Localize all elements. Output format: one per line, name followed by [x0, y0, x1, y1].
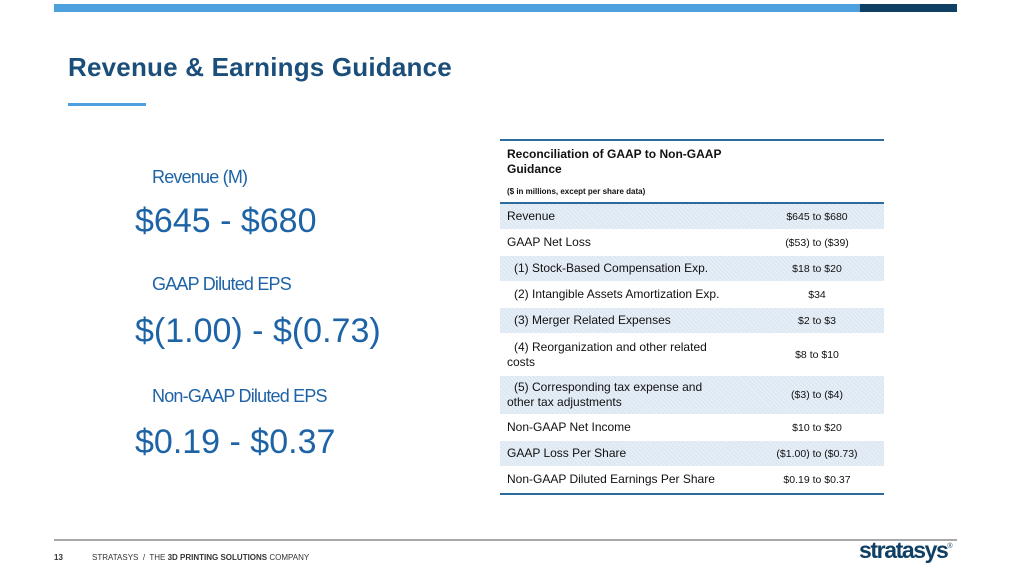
top-accent-bar-dark	[860, 4, 957, 12]
table-top-rule	[500, 139, 884, 141]
row-label: (5) Corresponding tax expense and other …	[500, 380, 750, 410]
table-header: Reconciliation of GAAP to Non-GAAP Guida…	[500, 141, 884, 202]
footer-rule	[54, 539, 957, 541]
row-label: GAAP Loss Per Share	[507, 446, 627, 460]
row-label-line2: costs	[507, 354, 536, 369]
table-subtitle: ($ in millions, except per share data)	[507, 187, 646, 196]
stratasys-logo: stratasys®	[859, 537, 953, 564]
footer-bold: 3D PRINTING SOLUTIONS	[167, 553, 268, 562]
row-label-line2: other tax adjustments	[507, 395, 622, 409]
row-label: GAAP Net Loss	[507, 235, 591, 249]
table-row-revenue: Revenue $645 to $680	[500, 204, 884, 230]
table-row-merger-expenses: (3) Merger Related Expenses $2 to $3	[500, 308, 884, 334]
non-gaap-eps-value: $0.19 - $0.37	[135, 423, 336, 461]
footer-company-text: STRATASYS / THE 3D PRINTING SOLUTIONS CO…	[92, 553, 309, 562]
non-gaap-eps-label: Non-GAAP Diluted EPS	[152, 386, 328, 406]
table-row-tax-adjustments: (5) Corresponding tax expense and other …	[500, 376, 884, 415]
row-value: ($1.00) to ($0.73)	[776, 447, 858, 460]
table-row-non-gaap-eps: Non-GAAP Diluted Earnings Per Share $0.1…	[500, 467, 884, 493]
row-value: ($3) to ($4)	[791, 389, 843, 401]
table-bottom-rule	[500, 493, 884, 495]
row-value: ($53) to ($39)	[785, 236, 849, 249]
table-row-stock-comp: (1) Stock-Based Compensation Exp. $18 to…	[500, 256, 884, 282]
row-value: $10 to $20	[792, 421, 842, 434]
row-value: $645 to $680	[786, 210, 848, 223]
row-label: (2) Intangible Assets Amortization Exp.	[514, 287, 720, 301]
title-underline	[68, 103, 146, 106]
top-accent-bar-light	[54, 4, 860, 12]
table-row-gaap-loss-per-share: GAAP Loss Per Share ($1.00) to ($0.73)	[500, 441, 884, 467]
gaap-eps-value: $(1.00) - $(0.73)	[135, 312, 381, 350]
footer-prefix: STRATASYS / THE	[92, 553, 168, 562]
row-label: (1) Stock-Based Compensation Exp.	[514, 261, 709, 275]
row-value: $18 to $20	[792, 262, 842, 275]
reconciliation-table: Reconciliation of GAAP to Non-GAAP Guida…	[500, 139, 884, 495]
row-label-line1: (4) Reorganization and other related	[514, 339, 707, 354]
row-label: (4) Reorganization and other related cos…	[500, 340, 750, 370]
revenue-label: Revenue (M)	[152, 167, 248, 187]
row-value: $34	[808, 288, 826, 301]
row-value: $8 to $10	[795, 348, 839, 361]
footer-suffix: COMPANY	[267, 553, 310, 562]
gaap-eps-label: GAAP Diluted EPS	[152, 274, 292, 294]
logo-wordmark: stratasys	[859, 537, 949, 563]
row-label: Non-GAAP Net Income	[507, 420, 631, 434]
table-row-reorganization: (4) Reorganization and other related cos…	[500, 334, 884, 376]
row-label-line1: (5) Corresponding tax expense and	[514, 380, 703, 394]
table-row-intangible-amortization: (2) Intangible Assets Amortization Exp. …	[500, 282, 884, 308]
table-header-rule	[500, 202, 884, 204]
table-title: Reconciliation of GAAP to Non-GAAP Guida…	[507, 147, 722, 176]
table-row-gaap-net-loss: GAAP Net Loss ($53) to ($39)	[500, 230, 884, 256]
row-value: $0.19 to $0.37	[783, 473, 851, 486]
table-row-non-gaap-net-income: Non-GAAP Net Income $10 to $20	[500, 415, 884, 441]
page-number: 13	[54, 553, 63, 562]
registered-mark: ®	[947, 543, 953, 550]
row-label: Non-GAAP Diluted Earnings Per Share	[507, 472, 715, 486]
row-label: Revenue	[507, 209, 556, 223]
slide-title: Revenue & Earnings Guidance	[68, 52, 452, 82]
revenue-value: $645 - $680	[135, 202, 317, 240]
row-value: $2 to $3	[798, 314, 836, 327]
row-label: (3) Merger Related Expenses	[514, 313, 671, 327]
